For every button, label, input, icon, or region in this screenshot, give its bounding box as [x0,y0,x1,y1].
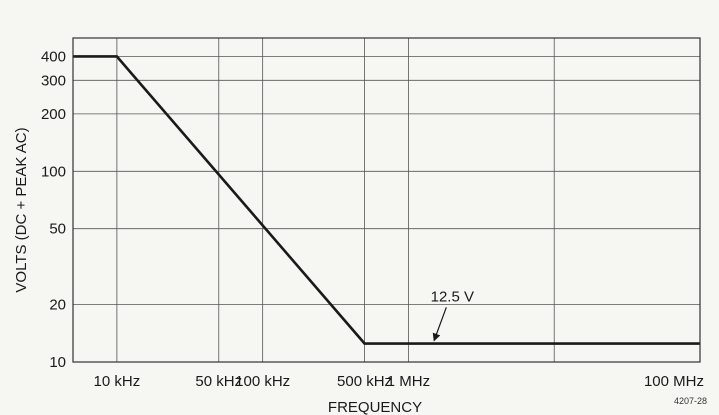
series-line [73,55,700,345]
y-axis-label: VOLTS (DC + PEAK AC) [13,127,30,292]
y-tick-label: 50 [49,221,66,238]
y-tick-label: 10 [49,354,66,371]
annotation-arrow [432,307,447,342]
x-tick-label: 50 kHz [195,373,242,390]
x-tick-label: 100 MHz [644,373,704,390]
y-tick-label: 200 [41,106,66,123]
annotation-layer: 12.5 V [431,288,474,342]
y-tick-label: 300 [41,72,66,89]
y-tick-label: 20 [49,297,66,314]
figure-number: 4207-28 [674,396,707,406]
y-tick-label: 100 [41,163,66,180]
y-tick-label: 400 [41,48,66,65]
x-tick-label: 500 kHz [337,373,392,390]
series-layer [73,55,700,345]
grid-layer [73,38,700,363]
plot-frame [72,37,701,363]
x-tick-label: 10 kHz [94,373,141,390]
x-tick-label: 100 kHz [235,373,290,390]
annotation-label: 12.5 V [431,288,474,305]
x-axis-label: FREQUENCY [328,399,422,415]
x-tick-label: 1 MHz [387,373,430,390]
